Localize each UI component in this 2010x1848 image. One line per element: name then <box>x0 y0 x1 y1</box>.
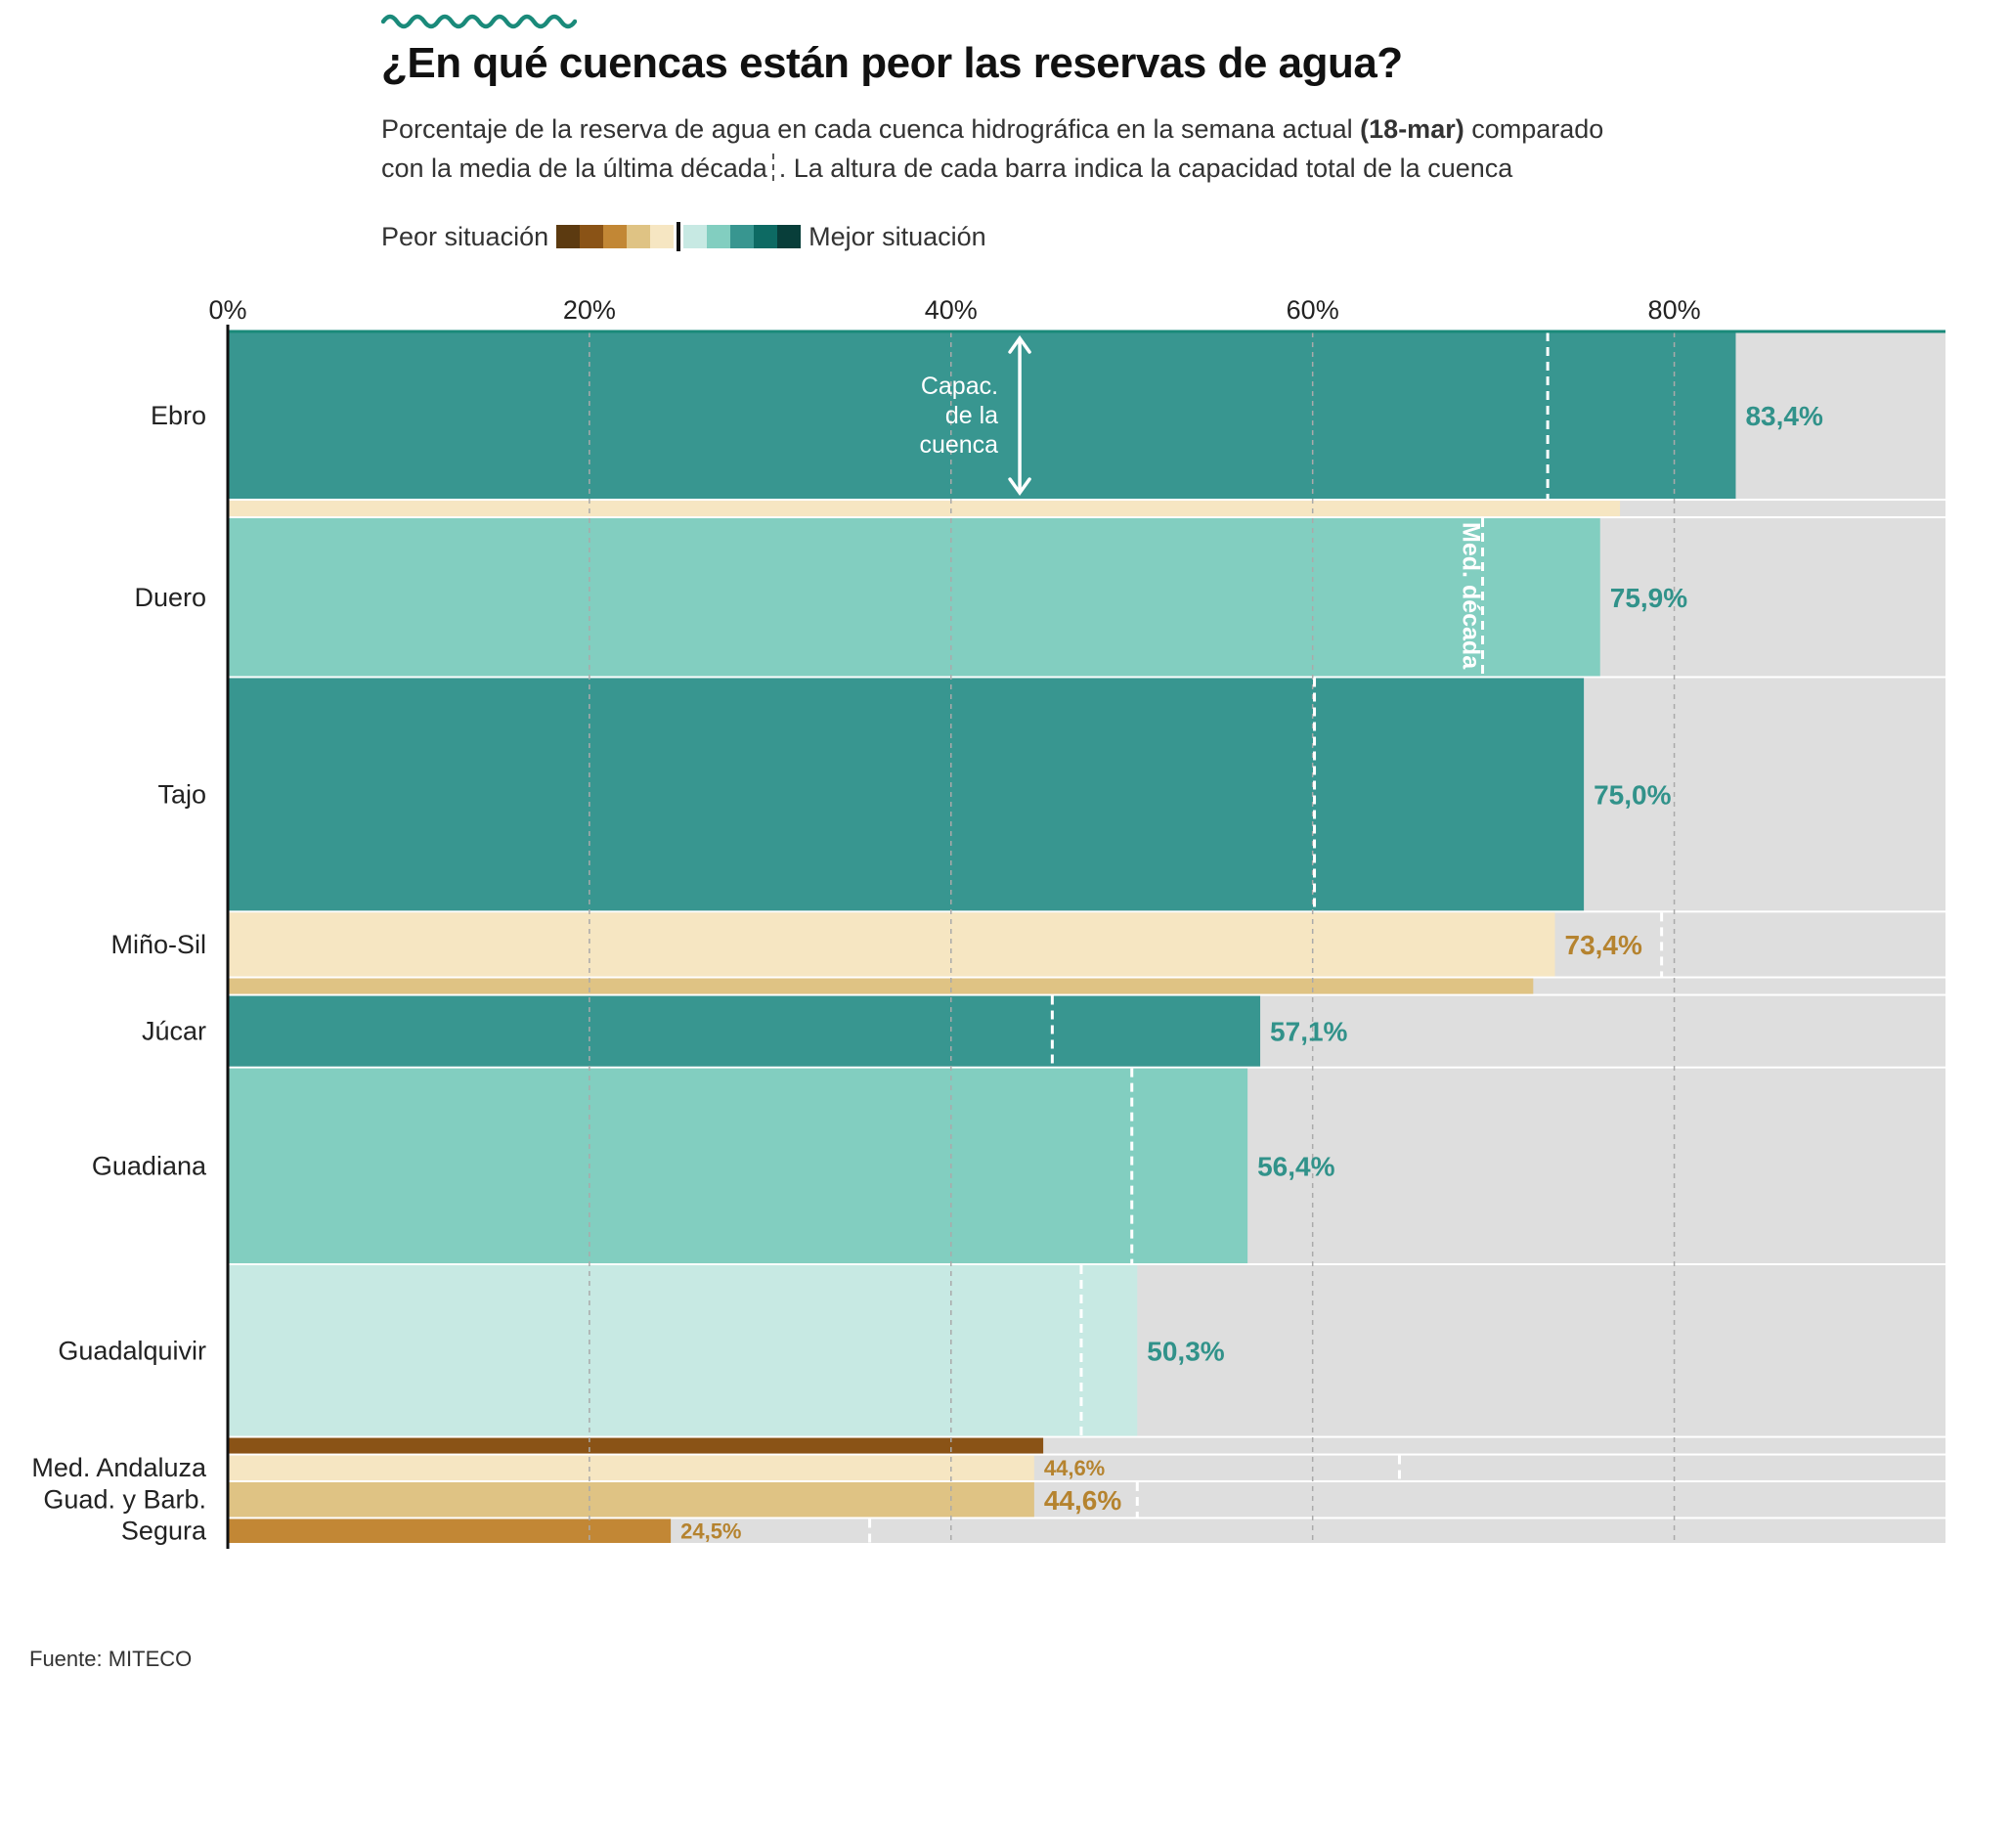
category-label: Segura <box>121 1517 207 1546</box>
category-label: Ebro <box>151 401 206 430</box>
bar <box>228 912 1555 977</box>
bar <box>228 332 1736 500</box>
chart: 83,4% 75,9% 75,0% 73,4% 57,1% 56,4% 50,3% 44,6%… <box>31 295 1945 1549</box>
wave-icon <box>380 14 578 29</box>
legend-swatch <box>556 225 581 248</box>
legend-swatch <box>707 225 731 248</box>
legend-better-label: Mejor situación <box>808 221 986 251</box>
x-tick-label: 60% <box>1287 295 1339 325</box>
subtitle-line1-after: comparado <box>1471 114 1604 144</box>
legend-midpoint-marker <box>677 222 681 251</box>
category-labels: Ebro Duero Tajo Miño-Sil Júcar Guadiana Guadal… <box>31 401 207 1546</box>
bar <box>228 1455 1034 1480</box>
subtitle-line2-after: . La altura de cada barra indica la capa… <box>778 154 1513 183</box>
value-label: 75,0% <box>1594 779 1671 810</box>
legend: Peor situación Mejor situación <box>381 221 986 252</box>
legend-swatch <box>650 225 675 248</box>
category-label: Miño-Sil <box>110 930 206 959</box>
category-label: Med. Andaluza <box>31 1453 207 1482</box>
capacity-annotation-text: de la <box>945 402 998 429</box>
legend-swatch <box>754 225 778 248</box>
value-labels: 83,4% 75,9% 75,0% 73,4% 57,1% 56,4% 50,3% 44,6%… <box>680 401 1823 1544</box>
bar <box>228 1068 1248 1263</box>
bar <box>228 1264 1138 1436</box>
x-tick-label: 20% <box>563 295 616 325</box>
category-label: Duero <box>134 583 206 612</box>
value-label: 73,4% <box>1565 930 1642 960</box>
subtitle-line1-before: Porcentaje de la reserva de agua en cada… <box>381 114 1353 144</box>
category-label: Guadalquivir <box>58 1336 206 1365</box>
value-label: 57,1% <box>1270 1017 1347 1047</box>
bar <box>228 1481 1034 1518</box>
extra-strip <box>228 501 1621 517</box>
value-label: 44,6% <box>1044 1485 1121 1516</box>
dashed-line-icon <box>771 154 774 181</box>
legend-swatch <box>730 225 755 248</box>
category-label: Guad. y Barb. <box>43 1485 206 1515</box>
gridlines <box>589 332 1676 1545</box>
legend-color-scale <box>556 222 802 251</box>
capacity-annotation-text: cuenca <box>919 431 998 459</box>
x-tick-label: 0% <box>208 295 246 325</box>
legend-swatch <box>777 225 802 248</box>
extra-strip <box>228 978 1534 994</box>
bar <box>228 518 1600 677</box>
x-tick-label: 80% <box>1648 295 1701 325</box>
decade-average-annotation: Med. década <box>1458 522 1485 670</box>
value-label: 75,9% <box>1610 583 1687 613</box>
value-label: 24,5% <box>680 1519 741 1544</box>
x-tick-label: 40% <box>925 295 978 325</box>
category-label: Tajo <box>157 779 206 809</box>
legend-swatch <box>683 225 708 248</box>
subtitle-line2-before: con la media de la última década <box>381 154 767 183</box>
chart-title: ¿En qué cuencas están peor las reservas … <box>381 39 1403 87</box>
x-axis: 0% 20% 40% 60% 80% <box>208 295 1945 1549</box>
decade-average-markers <box>868 332 1664 1543</box>
legend-worse-label: Peor situación <box>381 221 549 251</box>
subtitle-date: (18-mar) <box>1360 114 1464 144</box>
category-label: Júcar <box>142 1017 206 1046</box>
value-label: 50,3% <box>1147 1336 1224 1366</box>
title-ornament <box>380 6 578 29</box>
bar <box>228 678 1585 911</box>
value-label: 83,4% <box>1745 401 1822 431</box>
legend-swatch <box>580 225 604 248</box>
bar <box>228 995 1261 1067</box>
bar <box>228 1518 672 1543</box>
capacity-annotation-text: Capac. <box>921 373 998 400</box>
legend-swatch <box>603 225 628 248</box>
extra-strip <box>228 1437 1044 1454</box>
chart-subtitle: Porcentaje de la reserva de agua en cada… <box>381 110 1603 188</box>
bars <box>228 332 1736 1543</box>
arrow-down-icon <box>1008 477 1031 497</box>
category-label: Guadiana <box>92 1151 207 1180</box>
arrow-up-icon <box>1008 334 1031 354</box>
value-label: 56,4% <box>1257 1151 1334 1181</box>
value-label: 44,6% <box>1044 1456 1105 1480</box>
source-note: Fuente: MITECO <box>29 1647 193 1671</box>
legend-swatch <box>627 225 651 248</box>
